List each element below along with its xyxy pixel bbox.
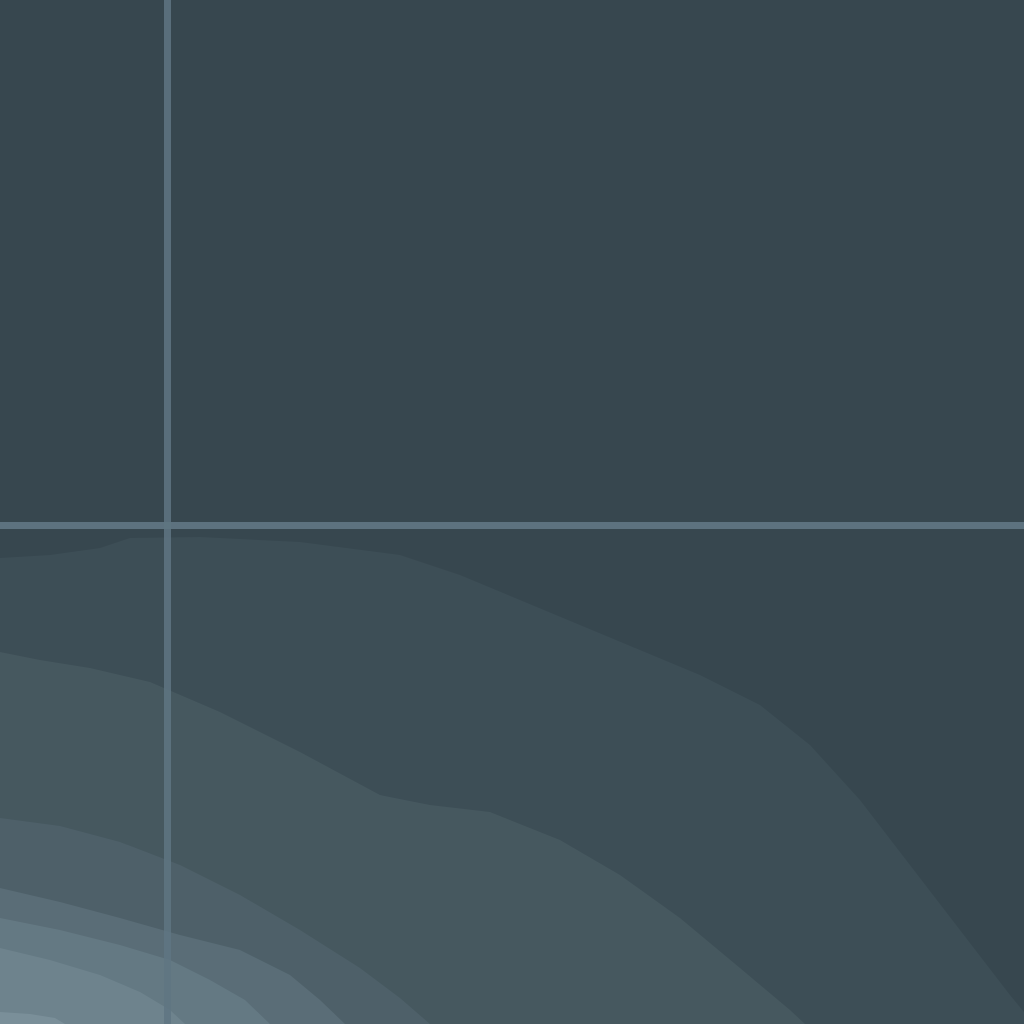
gridline-horizontal bbox=[0, 522, 1024, 529]
density-band-7 bbox=[0, 1012, 65, 1024]
gridline-vertical bbox=[164, 0, 171, 1024]
density-band-6 bbox=[0, 948, 185, 1024]
